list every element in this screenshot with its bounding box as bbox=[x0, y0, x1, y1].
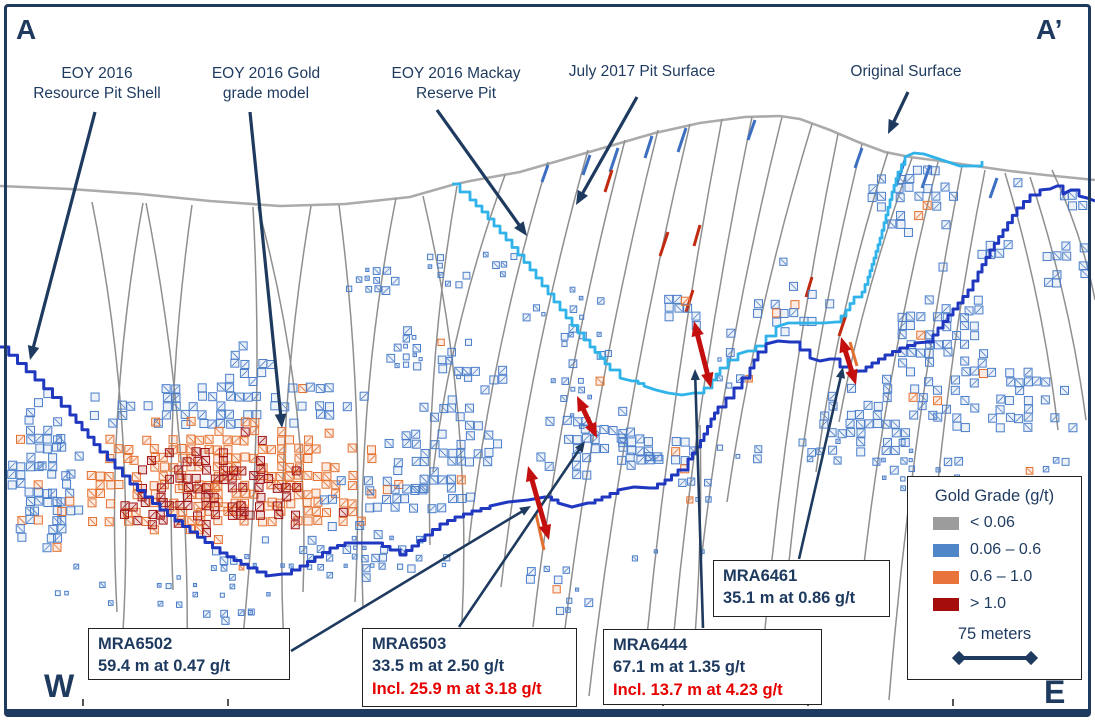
callout-intercept: 59.4 m at 0.47 g/t bbox=[98, 657, 231, 676]
callout-intercept: 33.5 m at 2.50 g/t bbox=[372, 657, 505, 676]
callout-title: MRA6461 bbox=[723, 567, 798, 585]
annotation-gold-grade-model: EOY 2016 Gold grade model bbox=[211, 65, 321, 102]
scale-bar-line bbox=[963, 656, 1026, 660]
compass-east-label: E bbox=[1044, 674, 1066, 710]
callout-mra6503: MRA6503 33.5 m at 2.50 g/t Incl. 25.9 m … bbox=[362, 628, 577, 707]
legend-label: 0.6 – 1.0 bbox=[970, 568, 1033, 585]
compass-west-label: W bbox=[44, 668, 75, 704]
legend-label: 0.06 – 0.6 bbox=[970, 541, 1042, 558]
section-label-a-prime: A’ bbox=[1036, 14, 1063, 45]
legend-title: Gold Grade (g/t) bbox=[934, 487, 1055, 505]
callout-mra6502: MRA6502 59.4 m at 0.47 g/t bbox=[88, 628, 290, 680]
callout-included-intercept: Incl. 13.7 m at 4.23 g/t bbox=[613, 680, 783, 699]
callout-intercept: 35.1 m at 0.86 g/t bbox=[723, 589, 856, 608]
legend-label: > 1.0 bbox=[970, 595, 1007, 612]
legend-label: < 0.06 bbox=[970, 514, 1015, 531]
scale-label: 75 meters bbox=[957, 625, 1032, 643]
callout-mra6444: MRA6444 67.1 m at 1.35 g/t Incl. 13.7 m … bbox=[603, 629, 822, 705]
legend-swatch-006-06 bbox=[933, 543, 959, 557]
legend-swatch-gt-10 bbox=[933, 597, 959, 611]
legend-swatch-06-10 bbox=[933, 570, 959, 584]
annotation-original-surface: Original Surface bbox=[850, 63, 962, 80]
scale-bar-end-right bbox=[1023, 650, 1038, 666]
callout-title: MRA6444 bbox=[613, 636, 688, 654]
callout-title: MRA6503 bbox=[372, 635, 447, 653]
annotation-resource-pit-shell: EOY 2016 Resource Pit Shell bbox=[33, 65, 161, 102]
legend-swatch-lt-006 bbox=[933, 516, 959, 530]
annotation-july-2017-pit-surface: July 2017 Pit Surface bbox=[568, 63, 716, 80]
callout-mra6461: MRA6461 35.1 m at 0.86 g/t bbox=[713, 560, 890, 617]
scale-bar bbox=[908, 650, 1081, 666]
callout-intercept: 67.1 m at 1.35 g/t bbox=[613, 658, 746, 677]
scale-bar-end-left bbox=[951, 650, 966, 666]
callout-title: MRA6502 bbox=[98, 635, 173, 653]
legend: Gold Grade (g/t) < 0.06 0.06 – 0.6 0.6 –… bbox=[907, 476, 1082, 680]
callout-included-intercept: Incl. 25.9 m at 3.18 g/t bbox=[372, 679, 542, 698]
annotation-mackay-reserve-pit: EOY 2016 Mackay Reserve Pit bbox=[391, 65, 521, 102]
section-label-a: A bbox=[16, 14, 37, 45]
